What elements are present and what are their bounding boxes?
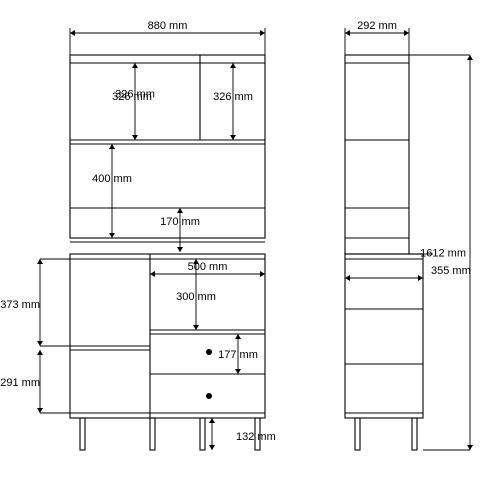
svg-text:300 mm: 300 mm xyxy=(176,291,216,303)
dim-326-left: 326 mm xyxy=(112,91,152,103)
svg-text:132 mm: 132 mm xyxy=(236,431,276,443)
svg-text:355 mm: 355 mm xyxy=(431,265,471,277)
svg-text:400 mm: 400 mm xyxy=(92,173,132,185)
svg-text:291 mm: 291 mm xyxy=(0,377,40,389)
svg-text:373 mm: 373 mm xyxy=(0,299,40,311)
svg-text:500 mm: 500 mm xyxy=(188,261,228,273)
dimension-drawing: 880 mm326 mm326 mm326 mm400 mm170 mm500 … xyxy=(0,0,500,500)
svg-text:880 mm: 880 mm xyxy=(148,20,188,32)
svg-text:292 mm: 292 mm xyxy=(357,20,397,32)
svg-text:170 mm: 170 mm xyxy=(160,216,200,228)
svg-text:177 mm: 177 mm xyxy=(218,349,258,361)
svg-text:326 mm: 326 mm xyxy=(213,91,253,103)
dim-1612: 1612 mm xyxy=(420,248,466,260)
